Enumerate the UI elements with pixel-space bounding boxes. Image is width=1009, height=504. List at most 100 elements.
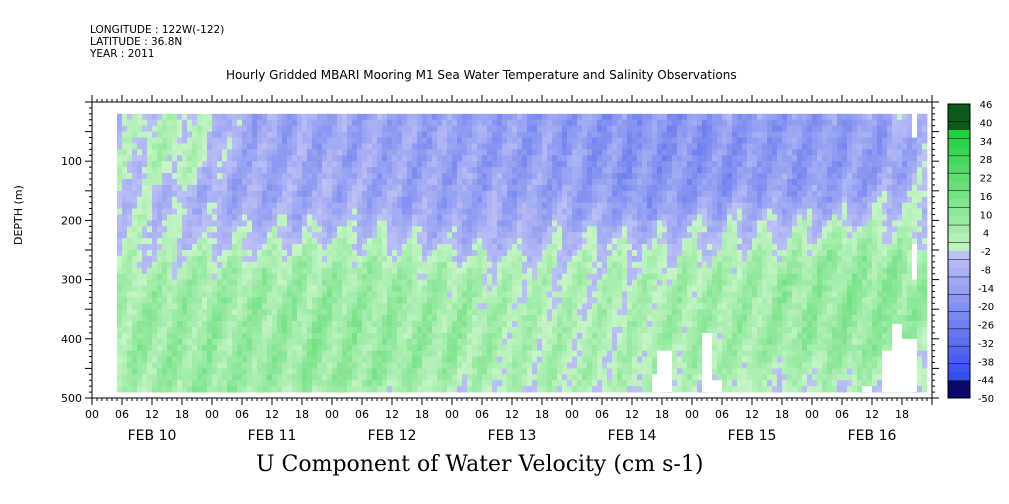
heatmap-cell	[532, 338, 538, 346]
heatmap-cell	[487, 356, 493, 363]
heatmap-cell	[192, 196, 198, 204]
heatmap-cell	[417, 356, 423, 363]
heatmap-cell	[382, 113, 388, 121]
heatmap-cell	[462, 232, 468, 239]
heatmap-cell	[422, 362, 428, 369]
heatmap-cell	[447, 386, 453, 393]
heatmap-cell	[312, 350, 318, 357]
heatmap-cell	[342, 131, 348, 138]
heatmap-cell	[377, 368, 383, 375]
heatmap-cell	[472, 113, 478, 121]
heatmap-cell	[362, 368, 368, 375]
heatmap-cell	[327, 238, 333, 245]
heatmap-cell	[357, 285, 363, 292]
heatmap-cell	[227, 291, 233, 298]
heatmap-cell	[627, 196, 633, 204]
heatmap-cell	[447, 279, 453, 286]
heatmap-cell	[197, 149, 203, 156]
heatmap-cell	[277, 291, 283, 298]
heatmap-cell	[577, 161, 583, 168]
heatmap-cell	[417, 285, 423, 292]
heatmap-cell	[607, 196, 613, 204]
heatmap-cell	[422, 190, 428, 198]
heatmap-cell	[577, 137, 583, 144]
heatmap-cell	[207, 261, 213, 269]
heatmap-cell	[642, 250, 648, 257]
heatmap-cell	[532, 143, 538, 150]
heatmap-cell	[177, 374, 183, 381]
heatmap-cell	[462, 386, 468, 393]
heatmap-cell	[207, 232, 213, 239]
heatmap-cell	[522, 149, 528, 156]
heatmap-cell	[397, 380, 403, 387]
heatmap-cell	[537, 226, 543, 233]
heatmap-cell	[232, 190, 238, 198]
heatmap-cell	[392, 332, 398, 340]
heatmap-cell	[252, 386, 258, 393]
heatmap-cell	[322, 226, 328, 233]
heatmap-cell	[637, 279, 643, 286]
heatmap-cell	[392, 291, 398, 298]
heatmap-cell	[492, 232, 498, 239]
heatmap-cell	[457, 161, 463, 168]
heatmap-cell	[247, 220, 253, 227]
heatmap-cell	[217, 374, 223, 381]
heatmap-cell	[417, 321, 423, 328]
heatmap-cell	[272, 250, 278, 257]
heatmap-cell	[272, 309, 278, 316]
heatmap-cell	[372, 190, 378, 198]
heatmap-cell	[312, 332, 318, 340]
heatmap-cell	[602, 244, 608, 251]
heatmap-cell	[512, 250, 518, 257]
heatmap-cell	[177, 238, 183, 245]
heatmap-cell	[637, 220, 643, 227]
heatmap-cell	[512, 332, 518, 340]
heatmap-cell	[352, 190, 358, 198]
heatmap-cell	[402, 362, 408, 369]
heatmap-cell	[322, 255, 328, 263]
heatmap-cell	[382, 368, 388, 375]
heatmap-cell	[332, 380, 338, 387]
heatmap-cell	[247, 303, 253, 310]
heatmap-cell	[522, 184, 528, 192]
heatmap-cell	[437, 261, 443, 269]
heatmap-cell	[282, 291, 288, 298]
heatmap-cell	[142, 326, 148, 334]
heatmap-cell	[597, 220, 603, 227]
heatmap-cell	[442, 279, 448, 286]
heatmap-cell	[467, 125, 473, 132]
heatmap-cell	[232, 155, 238, 162]
heatmap-cell	[217, 167, 223, 174]
heatmap-cell	[277, 297, 283, 304]
heatmap-cell	[162, 380, 168, 387]
heatmap-cell	[387, 309, 393, 316]
heatmap-cell	[152, 226, 158, 233]
heatmap-cell	[552, 238, 558, 245]
heatmap-cell	[142, 178, 148, 186]
heatmap-cell	[337, 155, 343, 162]
heatmap-cell	[177, 208, 183, 215]
heatmap-cell	[337, 178, 343, 186]
heatmap-cell	[297, 344, 303, 352]
heatmap-cell	[292, 196, 298, 204]
heatmap-cell	[592, 149, 598, 156]
heatmap-cell	[132, 167, 138, 174]
heatmap-cell	[617, 173, 623, 180]
heatmap-cell	[302, 291, 308, 298]
heatmap-cell	[557, 196, 563, 204]
heatmap-cell	[327, 285, 333, 292]
heatmap-cell	[462, 368, 468, 375]
heatmap-cell	[432, 178, 438, 186]
heatmap-cell	[292, 332, 298, 340]
heatmap-cell	[177, 250, 183, 257]
heatmap-cell	[602, 202, 608, 209]
heatmap-cell	[602, 338, 608, 346]
heatmap-cell	[402, 350, 408, 357]
heatmap-cell	[392, 125, 398, 132]
heatmap-cell	[477, 173, 483, 180]
heatmap-cell	[347, 173, 353, 180]
heatmap-cell	[372, 315, 378, 322]
heatmap-cell	[292, 220, 298, 227]
heatmap-cell	[252, 362, 258, 369]
heatmap-cell	[282, 344, 288, 352]
